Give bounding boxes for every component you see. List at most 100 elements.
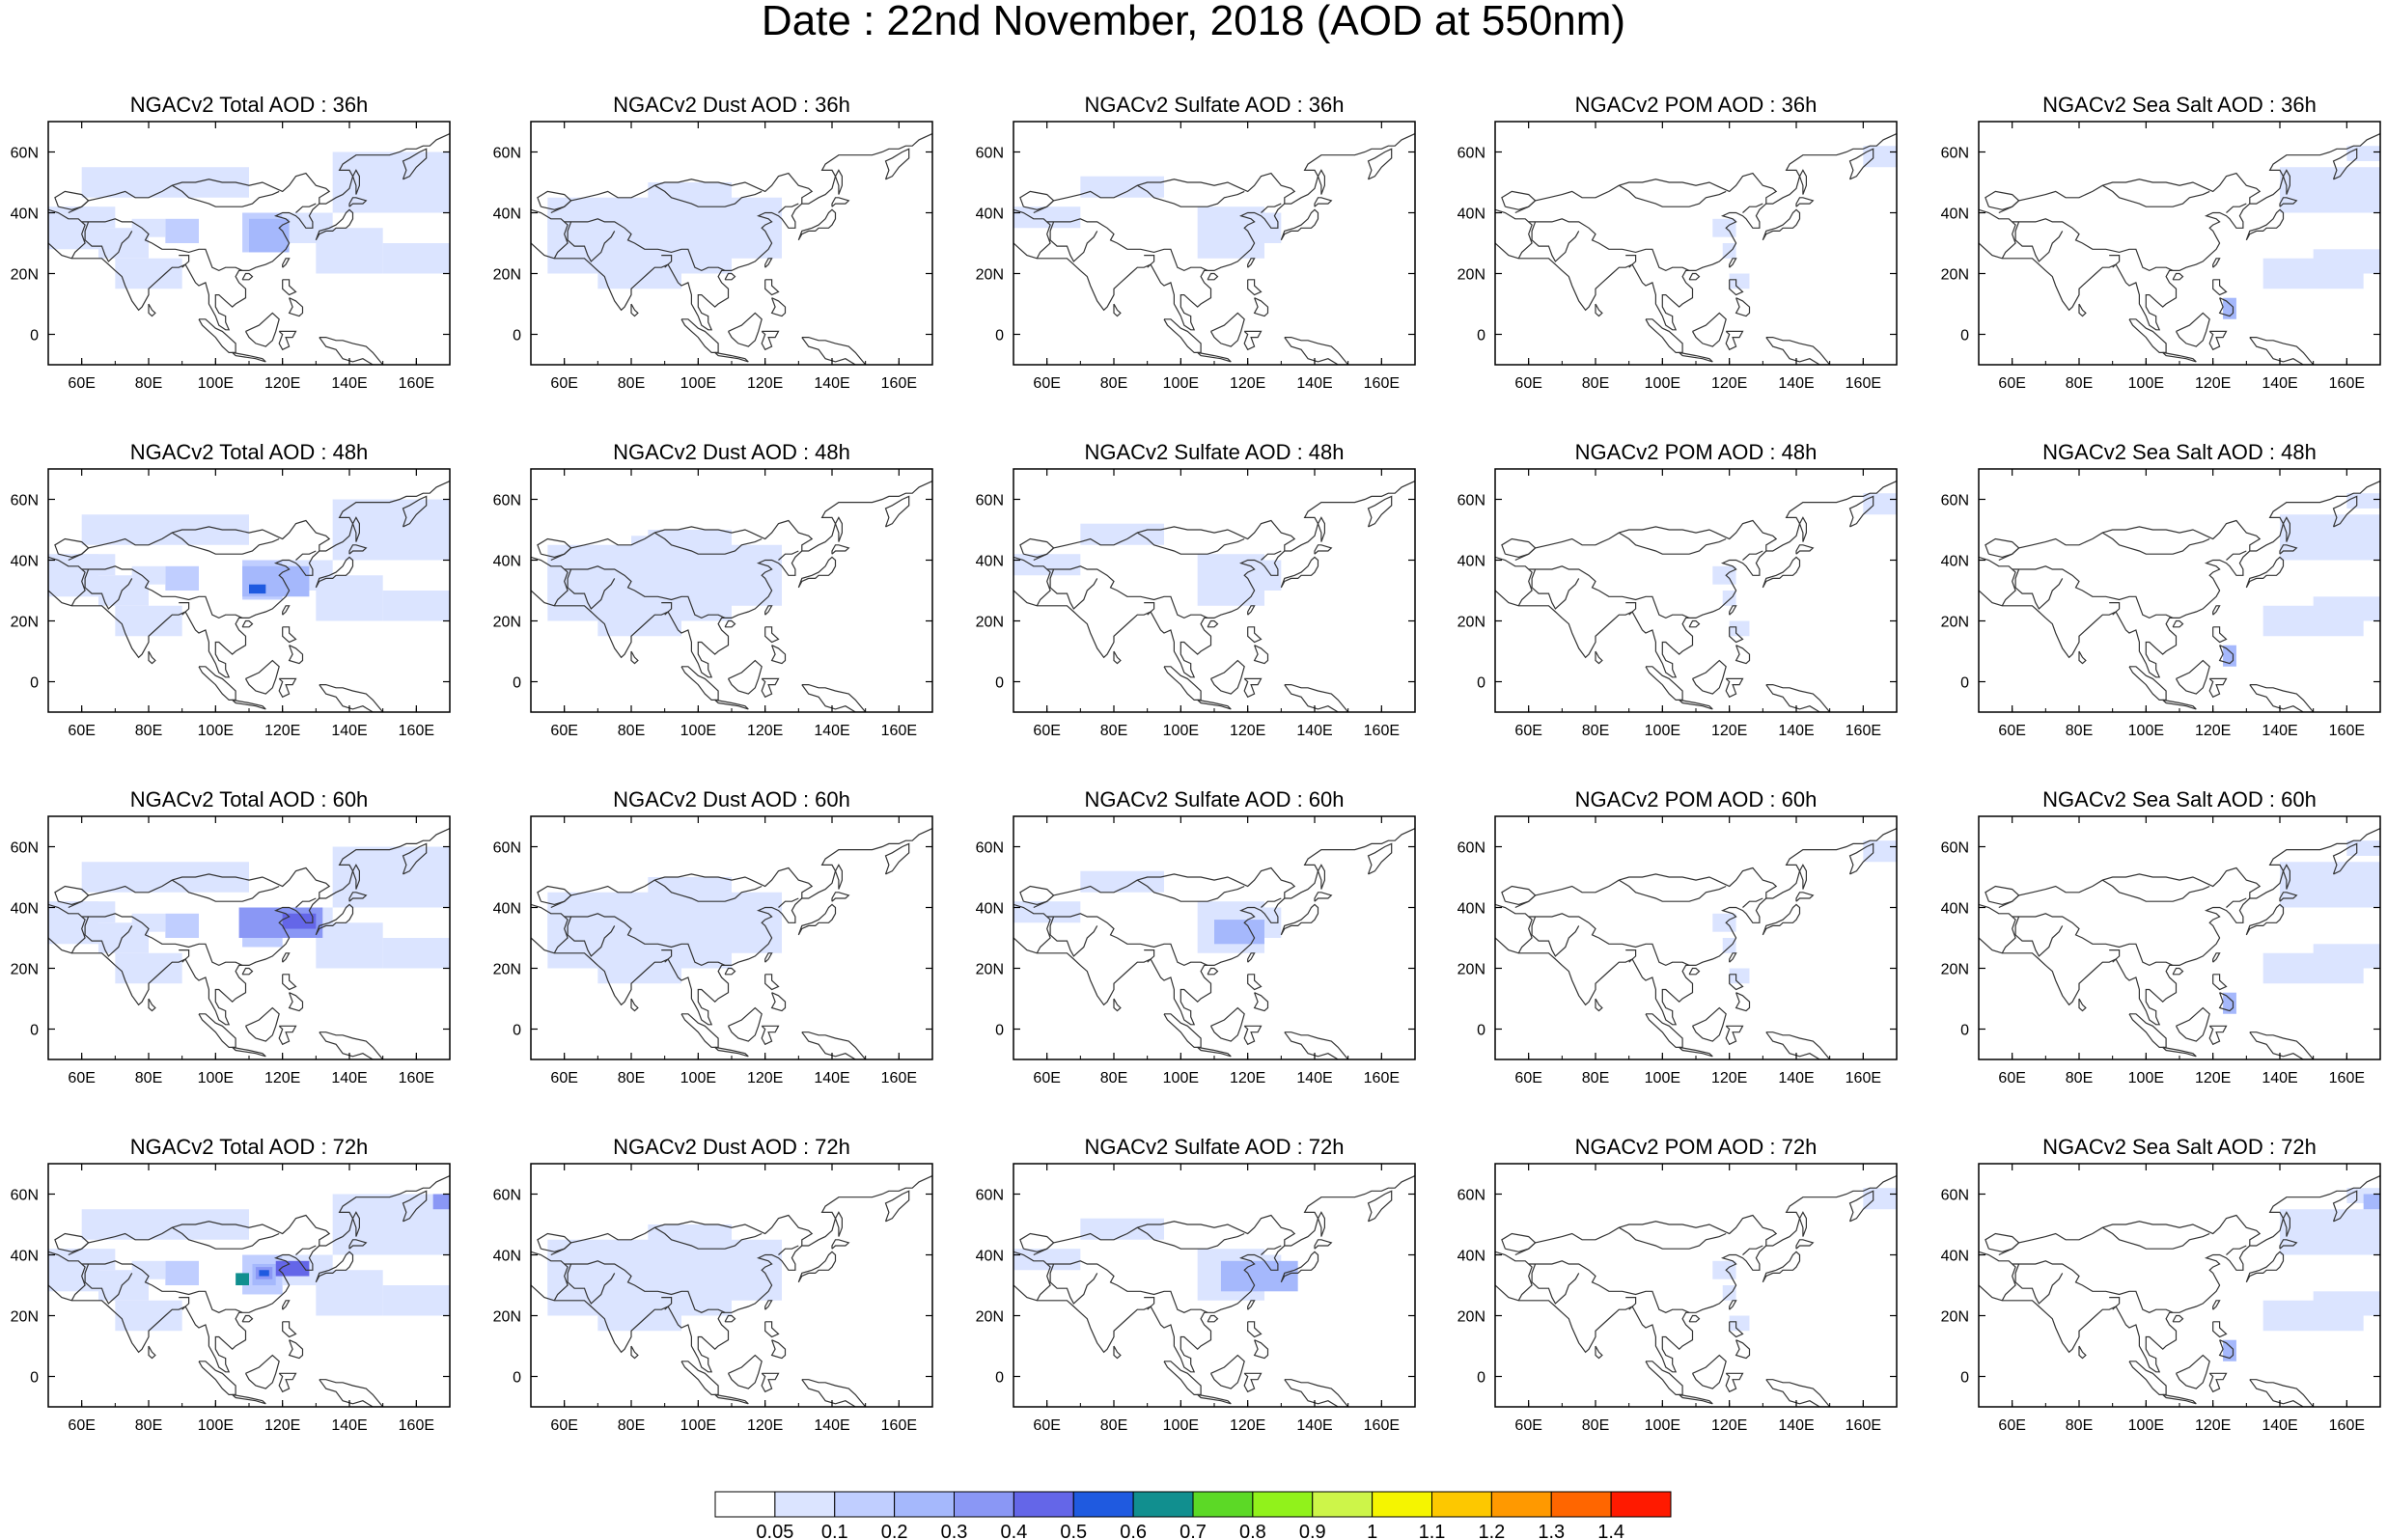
coastline-path: [1679, 351, 1713, 363]
x-tick-label: 100E: [680, 723, 716, 739]
coastline-path: [1979, 133, 2380, 331]
y-tick-label: 0: [1477, 1023, 1485, 1039]
map-background: [1495, 1164, 1897, 1407]
coastline-path: [232, 699, 266, 710]
aod-cell: [115, 605, 182, 637]
x-tick-label: 160E: [1364, 723, 1400, 739]
coastline-path: [319, 1031, 384, 1059]
panel-title: NGACv2 Sea Salt AOD : 48h: [2042, 440, 2317, 464]
colorbar-swatch: [1312, 1491, 1374, 1518]
coastlines: [531, 1175, 932, 1407]
coastline-path: [1618, 532, 1727, 555]
coastline-path: [1679, 1046, 1713, 1058]
coastline-path: [714, 1046, 749, 1058]
aod-cell: [1013, 554, 1081, 576]
coastline-path: [48, 828, 450, 1026]
colorbar-label: 0.3: [941, 1522, 968, 1540]
x-tick-label: 60E: [1033, 375, 1060, 392]
coastline-path: [1163, 666, 1202, 701]
coastline-path: [1798, 864, 1807, 890]
coastline-path: [48, 481, 450, 678]
y-tick-label: 0: [995, 1023, 1004, 1039]
coastline-path: [1742, 897, 1763, 908]
colorbar-swatch: [1072, 1491, 1134, 1518]
colorbar-label: 1.4: [1597, 1522, 1624, 1540]
aod-field: [547, 877, 782, 984]
aod-cell: [2363, 1194, 2380, 1210]
coastline-path: [1618, 1226, 1727, 1250]
x-tick-label: 140E: [331, 1417, 367, 1434]
y-tick-label: 0: [513, 328, 521, 344]
aod-cell: [165, 1260, 199, 1285]
x-tick-label: 60E: [1514, 375, 1541, 392]
aod-field: [1013, 523, 1282, 606]
colorbar-label: 0.05: [756, 1522, 793, 1540]
coastline-path: [54, 537, 90, 559]
coastline-path: [1247, 1300, 1256, 1310]
x-tick-label: 60E: [68, 1417, 95, 1434]
map-panel: NGACv2 POM AOD : 48h 60E 80E 100E 120E 140E 16…: [1457, 440, 1898, 739]
coastline-path: [1729, 952, 1737, 963]
coastline-path: [1765, 1379, 1831, 1407]
coastline-path: [1985, 1232, 2020, 1252]
aod-cell: [165, 565, 199, 591]
x-tick-label: 100E: [1163, 1417, 1199, 1434]
coastline-path: [2078, 1345, 2087, 1360]
y-tick-label: 60N: [493, 1188, 521, 1204]
aod-cell: [382, 938, 450, 969]
coastline-path: [282, 1321, 297, 1338]
colorbar-label: 0.8: [1239, 1522, 1266, 1540]
coastline-path: [241, 1314, 254, 1323]
coastline-path: [1209, 1354, 1245, 1389]
y-tick-label: 20N: [493, 267, 521, 284]
map-panel: NGACv2 Total AOD : 36h 60E 80E 100E 120E 140E…: [11, 93, 451, 392]
x-tick-label: 100E: [198, 723, 234, 739]
coastline-path: [1691, 659, 1727, 695]
coastline-path: [1197, 699, 1232, 710]
x-tick-label: 140E: [1296, 723, 1332, 739]
x-tick-label: 140E: [2262, 1417, 2297, 1434]
colorbar-swatch: [1013, 1491, 1074, 1518]
coastline-path: [1284, 1031, 1349, 1059]
aod-cell: [432, 1194, 450, 1210]
aod-field: [2223, 493, 2380, 667]
x-tick-label: 120E: [1230, 375, 1265, 392]
map-panel: NGACv2 POM AOD : 72h 60E 80E 100E 120E 140E 16…: [1457, 1135, 1898, 1434]
coastline-path: [244, 1006, 280, 1042]
panel-title: NGACv2 Total AOD : 36h: [130, 93, 369, 117]
y-tick-label: 0: [995, 328, 1004, 344]
x-tick-label: 100E: [198, 1070, 234, 1086]
panel-title: NGACv2 Sulfate AOD : 48h: [1084, 440, 1344, 464]
coastline-path: [661, 602, 673, 616]
x-tick-label: 80E: [1582, 1417, 1609, 1434]
panel-title: NGACv2 Dust AOD : 36h: [613, 93, 850, 117]
map-panel: NGACv2 Total AOD : 60h 60E 80E 100E 120E 140E…: [11, 787, 451, 1086]
coastline-path: [770, 645, 787, 665]
coastline-path: [537, 1232, 572, 1252]
colorbar-label: 1: [1367, 1522, 1377, 1540]
y-tick-label: 60N: [1457, 493, 1485, 509]
coastline-path: [319, 684, 384, 712]
coastline-path: [1197, 1393, 1232, 1405]
coastline-path: [1243, 330, 1263, 351]
x-tick-label: 100E: [1645, 375, 1680, 392]
aod-cell: [2262, 258, 2364, 289]
coastline-path: [68, 866, 331, 909]
x-tick-label: 80E: [1100, 1070, 1127, 1086]
x-tick-label: 140E: [1296, 1070, 1332, 1086]
aod-cell: [1729, 1315, 1750, 1332]
coastline-path: [537, 885, 572, 906]
y-tick-label: 40N: [976, 554, 1004, 570]
coastline-path: [1019, 1232, 1055, 1252]
coastline-path: [1280, 556, 1319, 589]
coastline-path: [1284, 1379, 1349, 1407]
colorbar-label: 1.1: [1419, 1522, 1446, 1540]
coastline-path: [778, 203, 799, 213]
aod-field: [547, 182, 782, 289]
aod-cell: [316, 1270, 383, 1316]
colorbar-swatch: [1192, 1491, 1254, 1518]
coastline-path: [1798, 516, 1807, 542]
coastline-path: [1795, 544, 1815, 555]
coastline-path: [834, 516, 843, 542]
aod-cell: [115, 1300, 182, 1332]
